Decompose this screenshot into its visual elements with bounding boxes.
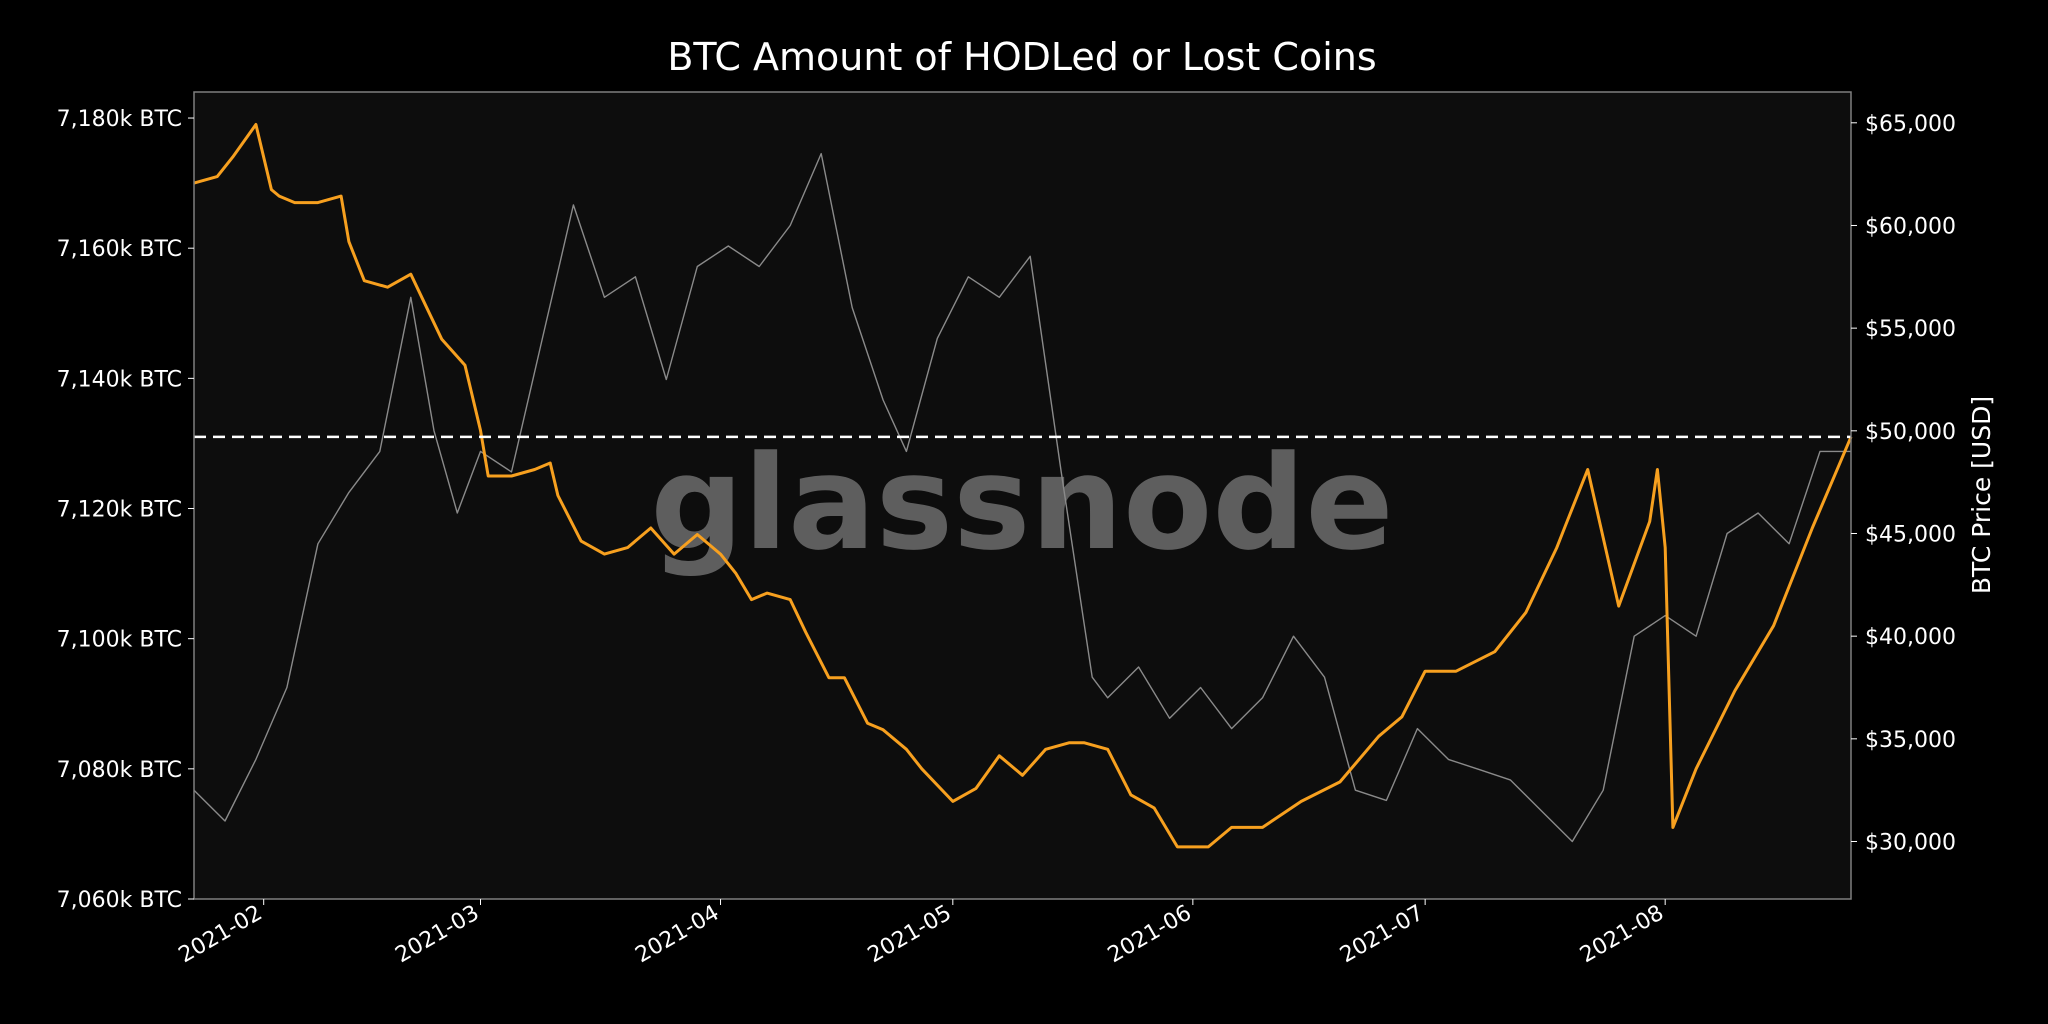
plot-area	[194, 92, 1851, 899]
price-series-line	[193, 152, 1851, 843]
right-tick-label: $65,000	[1865, 112, 1956, 137]
right-axis: $30,000 $35,000 $40,000 $45,000 $50,000 $55,0…	[1851, 112, 1956, 856]
left-tick-label: 7,180k BTC	[57, 107, 182, 132]
price-series-layer	[193, 152, 1852, 843]
plot-frame	[193, 91, 1852, 900]
right-tick-label: $40,000	[1865, 625, 1956, 650]
right-tick-label: $50,000	[1865, 420, 1956, 445]
left-tick-label: 7,060k BTC	[57, 888, 182, 913]
right-tick-label: $45,000	[1865, 522, 1956, 547]
right-tick-label: $30,000	[1865, 831, 1956, 856]
hodl-series-layer	[193, 123, 1853, 849]
right-tick-label: $55,000	[1865, 317, 1956, 342]
chart-title: BTC Amount of HODLed or Lost Coins	[667, 35, 1376, 79]
left-axis: 7,060k BTC 7,080k BTC 7,100k BTC 7,120k BTC…	[57, 107, 194, 913]
left-tick-label: 7,120k BTC	[57, 498, 182, 523]
left-tick-label: 7,100k BTC	[57, 628, 182, 653]
left-tick-label: 7,140k BTC	[57, 367, 182, 392]
right-axis-label: BTC Price [USD]	[1967, 396, 1996, 594]
watermark: glassnode	[650, 427, 1393, 579]
right-tick-label: $35,000	[1865, 728, 1956, 753]
right-tick-label: $60,000	[1865, 214, 1956, 239]
left-tick-label: 7,160k BTC	[57, 237, 182, 262]
left-tick-label: 7,080k BTC	[57, 758, 182, 783]
